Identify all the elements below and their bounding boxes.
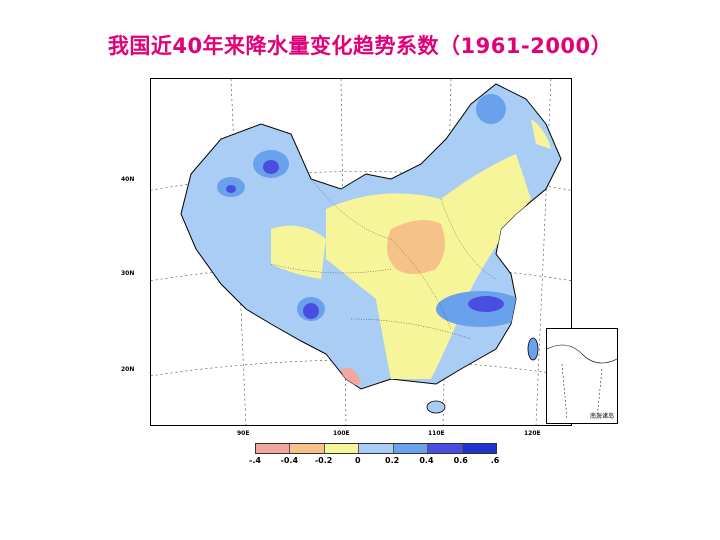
legend-tick-6: 0.6	[453, 456, 468, 465]
legend-swatch-5	[428, 444, 463, 453]
legend-swatch-4	[393, 444, 429, 453]
inset-label: 南海诸岛	[589, 413, 614, 420]
lat-label-20n: 20N	[121, 366, 135, 373]
page-title: 我国近40年来降水量变化趋势系数（1961-2000）	[107, 34, 613, 58]
legend-swatch-0	[256, 444, 291, 453]
lon-label-110e: 110E	[428, 430, 445, 437]
legend-tick-3: 0	[355, 456, 361, 465]
legend-swatch-6	[462, 444, 496, 453]
legend-tick-2: -0.2	[314, 456, 333, 465]
lon-label-90e: 90E	[237, 430, 250, 437]
hainan-island	[426, 400, 446, 414]
legend-swatch-3	[359, 444, 394, 453]
legend-swatch-2	[324, 444, 360, 453]
trend-contours	[217, 94, 551, 387]
lon-label-120e: 120E	[524, 430, 541, 437]
legend-swatch-1	[290, 444, 325, 453]
south-china-sea-inset: 南海诸岛	[546, 328, 618, 424]
province-borders	[270, 178, 497, 340]
legend-tick-7: .6	[490, 456, 500, 465]
inset-map	[546, 344, 618, 420]
legend-tick-0: -.4	[249, 456, 261, 465]
legend: -.4 -0.4 -0.2 0 0.2 0.4 0.6 .6	[249, 443, 499, 465]
precipitation-trend-map	[151, 79, 571, 425]
map-frame: 40N	[150, 78, 572, 426]
legend-tick-1: -0.4	[280, 456, 299, 465]
lat-label-40n: 40N	[121, 176, 135, 183]
legend-tick-4: 0.2	[385, 456, 400, 465]
legend-tick-5: 0.4	[419, 456, 434, 465]
lon-label-100e: 100E	[333, 430, 350, 437]
legend-colorbar	[255, 443, 497, 454]
taiwan-island	[527, 337, 539, 361]
lat-label-30n: 30N	[121, 270, 135, 277]
